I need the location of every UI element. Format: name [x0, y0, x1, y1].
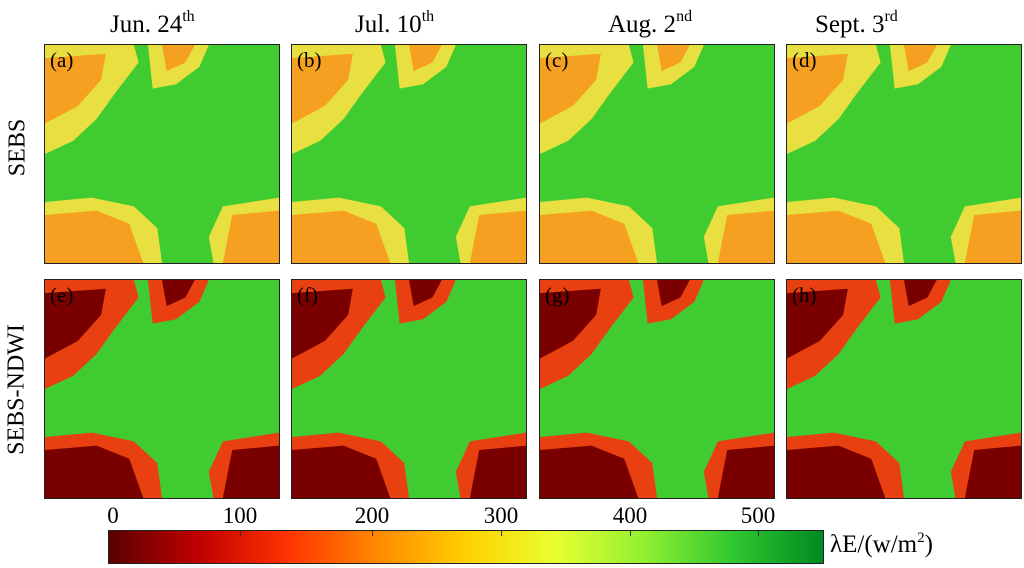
- map-image-g: [540, 280, 774, 498]
- map-region-mid: [147, 280, 209, 324]
- map-region-dry: [787, 210, 886, 263]
- colorbar-tick-mark: [240, 531, 241, 536]
- map-region-mid: [889, 45, 951, 89]
- map-region-dry: [787, 53, 848, 124]
- column-title-2: Jul. 10th: [355, 8, 435, 38]
- map-region-dry: [409, 280, 442, 307]
- map-image-b: [292, 45, 526, 263]
- colorbar-tick-400: 400: [612, 503, 648, 528]
- colorbar-tick-mark: [630, 531, 631, 536]
- map-region-mid: [642, 280, 704, 324]
- row-label-sebs-ndwi: SEBS-NDWI: [3, 324, 30, 455]
- panel-label-d: (d): [792, 48, 817, 72]
- map-region-dry: [292, 445, 391, 498]
- map-region-dry: [717, 210, 774, 263]
- map-region-dry: [787, 288, 848, 359]
- map-region-mid: [394, 280, 456, 324]
- map-region-dry: [162, 280, 195, 307]
- map-region-dry: [292, 210, 391, 263]
- map-region-dry: [162, 45, 195, 72]
- colorbar-tick-500: 500: [740, 503, 776, 528]
- map-panel-a: (a): [44, 44, 280, 264]
- map-image-h: [787, 280, 1021, 498]
- map-region-dry: [45, 445, 144, 498]
- colorbar: [108, 530, 824, 564]
- map-panel-e: (e): [44, 279, 280, 499]
- map-image-d: [787, 45, 1021, 263]
- panel-label-b: (b): [297, 48, 322, 72]
- map-region-dry: [292, 53, 353, 124]
- panel-label-c: (c): [545, 48, 569, 72]
- map-region-dry: [222, 210, 279, 263]
- map-image-a: [45, 45, 279, 263]
- column-title-1: Jun. 24th: [110, 8, 195, 38]
- map-image-c: [540, 45, 774, 263]
- panel-label-f: (f): [297, 283, 318, 307]
- map-region-dry: [45, 53, 106, 124]
- map-region-dry: [657, 45, 690, 72]
- map-region-dry: [409, 45, 442, 72]
- colorbar-unit-label: λE/(w/m2): [830, 530, 933, 558]
- map-region-dry: [540, 53, 601, 124]
- map-panel-b: (b): [291, 44, 527, 264]
- map-region-mid: [147, 45, 209, 89]
- map-region-dry: [540, 210, 639, 263]
- colorbar-tick-mark: [372, 531, 373, 536]
- colorbar-tick-300: 300: [483, 503, 519, 528]
- colorbar-tick-mark: [758, 531, 759, 536]
- map-region-dry: [45, 288, 106, 359]
- map-panel-h: (h): [786, 279, 1022, 499]
- map-region-dry: [657, 280, 690, 307]
- map-region-dry: [964, 210, 1021, 263]
- map-region-mid: [889, 280, 951, 324]
- map-panel-g: (g): [539, 279, 775, 499]
- column-title-3: Aug. 2nd: [608, 8, 693, 38]
- colorbar-tick-0: 0: [107, 503, 119, 528]
- map-image-e: [45, 280, 279, 498]
- colorbar-tick-mark: [501, 531, 502, 536]
- panel-label-a: (a): [50, 48, 74, 72]
- colorbar-tick-100: 100: [222, 503, 258, 528]
- map-image-f: [292, 280, 526, 498]
- map-region-dry: [904, 45, 937, 72]
- map-region-dry: [540, 445, 639, 498]
- map-region-mid: [394, 45, 456, 89]
- map-region-dry: [904, 280, 937, 307]
- map-region-dry: [540, 288, 601, 359]
- column-title-4: Sept. 3rd: [815, 8, 898, 38]
- panel-label-h: (h): [792, 283, 817, 307]
- map-panel-d: (d): [786, 44, 1022, 264]
- map-panel-f: (f): [291, 279, 527, 499]
- map-region-dry: [964, 445, 1021, 498]
- panel-label-g: (g): [545, 283, 570, 307]
- map-region-dry: [469, 445, 526, 498]
- map-region-mid: [642, 45, 704, 89]
- map-region-dry: [45, 210, 144, 263]
- map-region-dry: [222, 445, 279, 498]
- map-region-dry: [469, 210, 526, 263]
- map-panel-c: (c): [539, 44, 775, 264]
- map-region-dry: [717, 445, 774, 498]
- panel-label-e: (e): [50, 283, 74, 307]
- row-label-sebs: SEBS: [4, 118, 31, 177]
- map-region-dry: [787, 445, 886, 498]
- map-region-dry: [292, 288, 353, 359]
- colorbar-tick-200: 200: [354, 503, 390, 528]
